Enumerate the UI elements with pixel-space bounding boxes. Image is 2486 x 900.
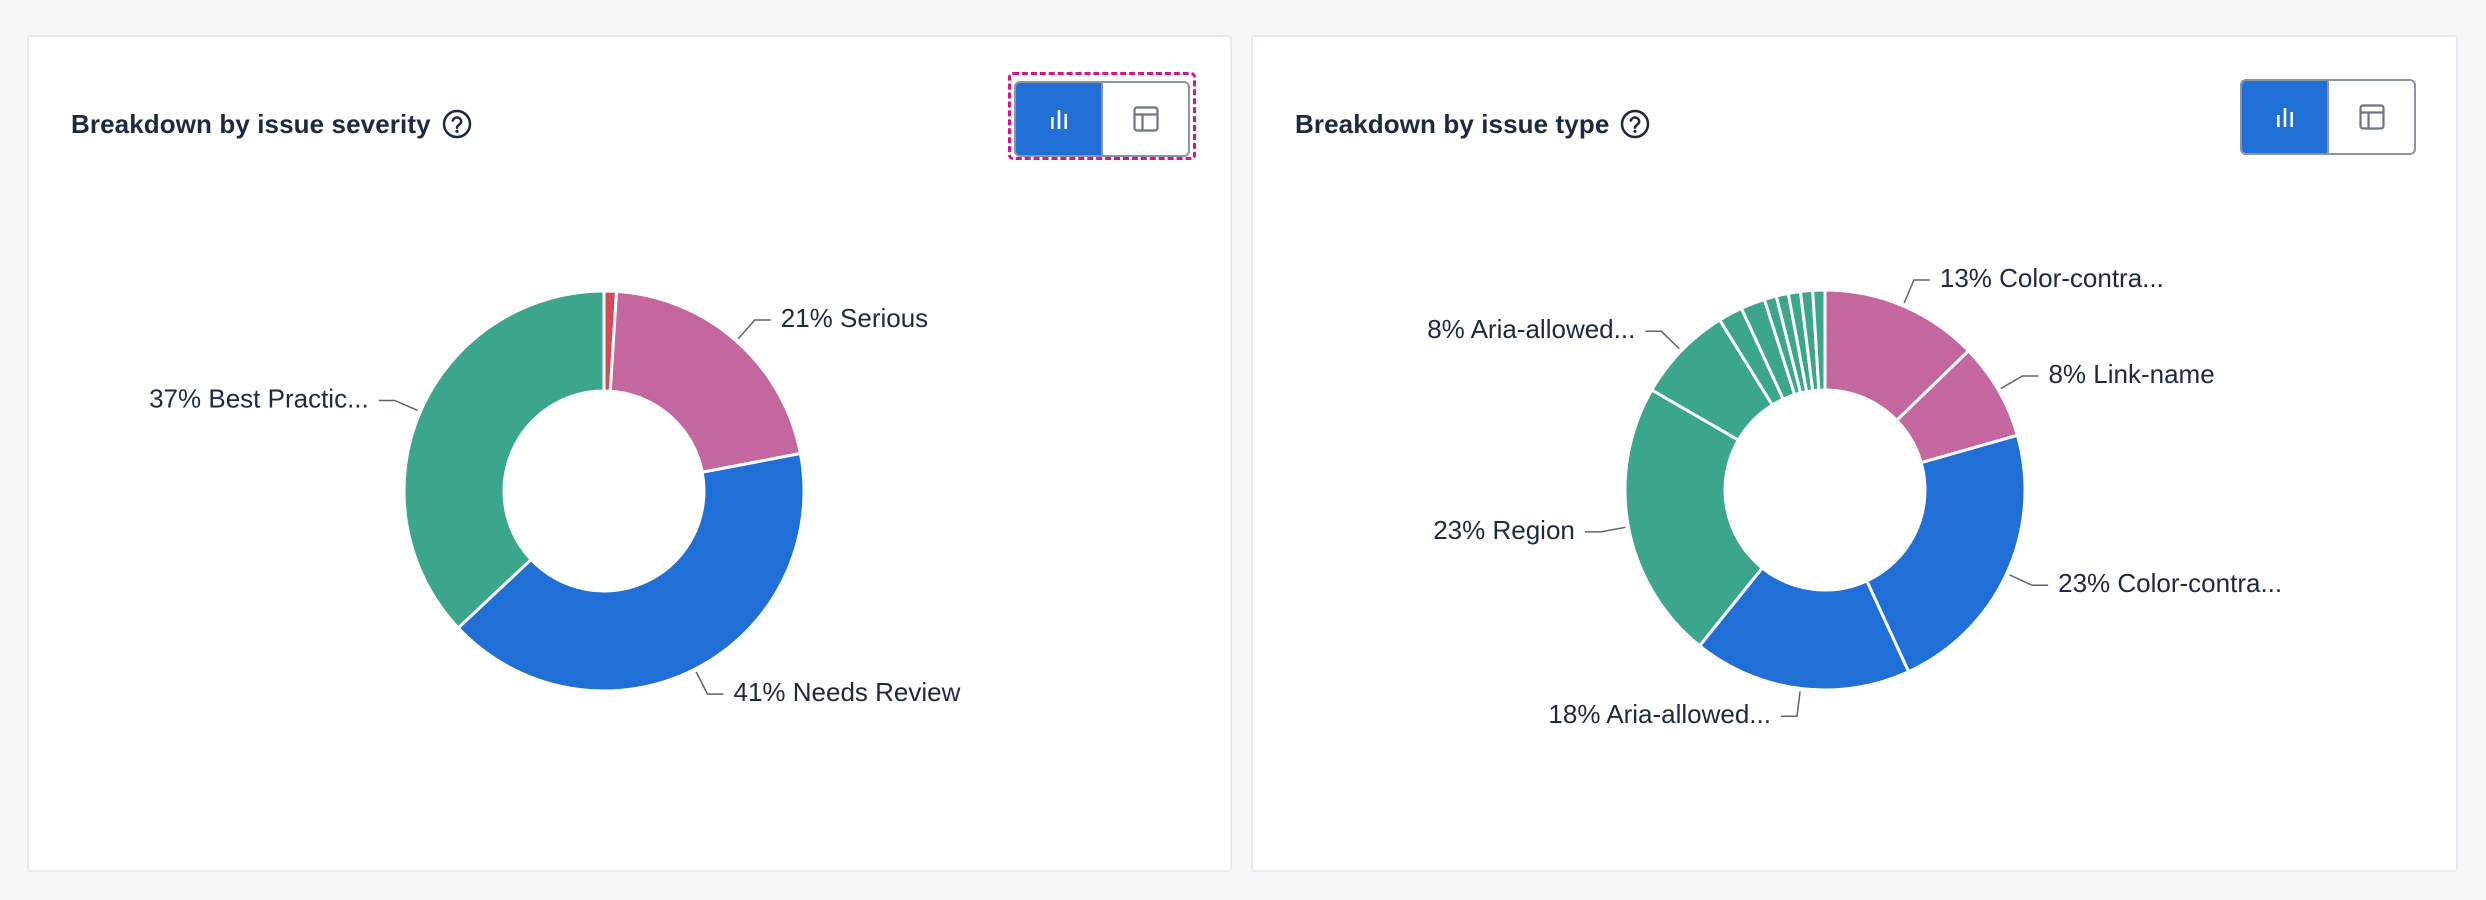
severity-donut-chart: 21% Serious 41% Needs Review 37% Best Prac… — [149, 289, 961, 707]
slice-label-0-3: 37% Best Practic... — [149, 383, 369, 413]
chart-view-button[interactable] — [2242, 81, 2327, 153]
leader-line-1-5 — [1645, 330, 1680, 350]
leader-line-0-1 — [737, 319, 771, 340]
severity-card-title: Breakdown by issue severity — [71, 108, 431, 139]
slice-label-1-4: 23% Region — [1433, 515, 1575, 545]
view-toggle — [2240, 79, 2416, 155]
leader-line-0-3 — [378, 399, 418, 412]
severity-card-header: Breakdown by issue severity — [71, 99, 473, 149]
issue-type-card-header: Breakdown by issue type — [1295, 99, 1651, 149]
table-view-button[interactable] — [2327, 81, 2414, 153]
donut-slice-1-3[interactable] — [1698, 566, 1911, 692]
donut-slice-0-2[interactable] — [456, 452, 806, 693]
table-icon — [1132, 106, 1159, 132]
slice-label-1-1: 8% Link-name — [2048, 359, 2214, 389]
table-icon — [2358, 104, 2385, 130]
donut-slice-1-12[interactable] — [1811, 288, 1827, 392]
issue-type-donut-chart: 13% Color-contra... 8% Link-name 23% Color… — [1427, 263, 2282, 729]
donut-slice-0-1[interactable] — [608, 289, 802, 474]
question-circle-icon[interactable] — [1619, 108, 1651, 140]
donut-slice-1-4[interactable] — [1623, 388, 1764, 648]
slice-label-1-0: 13% Color-contra... — [1940, 263, 2164, 293]
severity-card: Breakdown by issue severity 21% S — [27, 35, 1232, 872]
leader-line-1-3 — [1780, 691, 1801, 718]
leader-line-1-2 — [2009, 574, 2049, 587]
leader-line-1-0 — [1903, 279, 1930, 304]
leader-line-0-2 — [695, 671, 724, 695]
slice-label-0-2: 41% Needs Review — [734, 677, 961, 707]
donut-slice-1-2[interactable] — [1865, 433, 2027, 674]
chart-view-button[interactable] — [1016, 83, 1101, 155]
donut-slice-0-3[interactable] — [402, 289, 606, 630]
table-view-button[interactable] — [1101, 83, 1188, 155]
bar-chart-icon — [2276, 108, 2293, 127]
leader-line-1-4 — [1584, 526, 1626, 533]
bar-chart-icon — [1050, 110, 1067, 129]
slice-label-0-1: 21% Serious — [781, 303, 928, 333]
issue-type-card: Breakdown by issue type 13% Color-co — [1251, 35, 2458, 872]
view-toggle — [1014, 81, 1190, 157]
question-circle-icon[interactable] — [441, 108, 473, 140]
slice-label-1-3: 18% Aria-allowed... — [1548, 699, 1771, 729]
slice-label-1-2: 23% Color-contra... — [2058, 568, 2282, 598]
issue-type-card-title: Breakdown by issue type — [1295, 108, 1610, 139]
leader-line-1-1 — [2000, 375, 2039, 390]
slice-label-1-5: 8% Aria-allowed... — [1427, 314, 1635, 344]
